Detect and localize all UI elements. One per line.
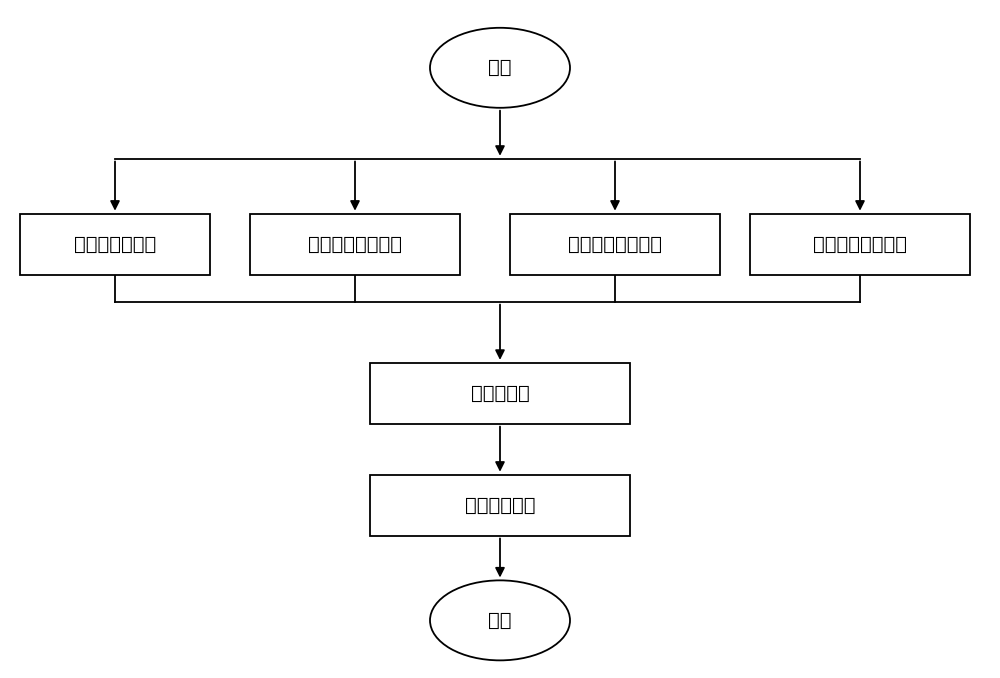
Text: 采集声带振动数据: 采集声带振动数据: [568, 235, 662, 254]
Bar: [750, 214, 970, 275]
Text: 采集语音类数据: 采集语音类数据: [74, 235, 156, 254]
Ellipse shape: [430, 580, 570, 660]
Bar: [20, 214, 210, 275]
Text: 开始: 开始: [488, 58, 512, 77]
Text: 结束: 结束: [488, 611, 512, 630]
Bar: [370, 363, 630, 424]
Bar: [370, 475, 630, 536]
Text: 判断言语障碍: 判断言语障碍: [465, 496, 535, 515]
Bar: [250, 214, 460, 275]
Ellipse shape: [430, 28, 570, 108]
Text: 计算参数值: 计算参数值: [471, 384, 529, 403]
Bar: [510, 214, 720, 275]
Text: 采集声门波类数据: 采集声门波类数据: [308, 235, 402, 254]
Text: 采集鼻音功能数据: 采集鼻音功能数据: [813, 235, 907, 254]
